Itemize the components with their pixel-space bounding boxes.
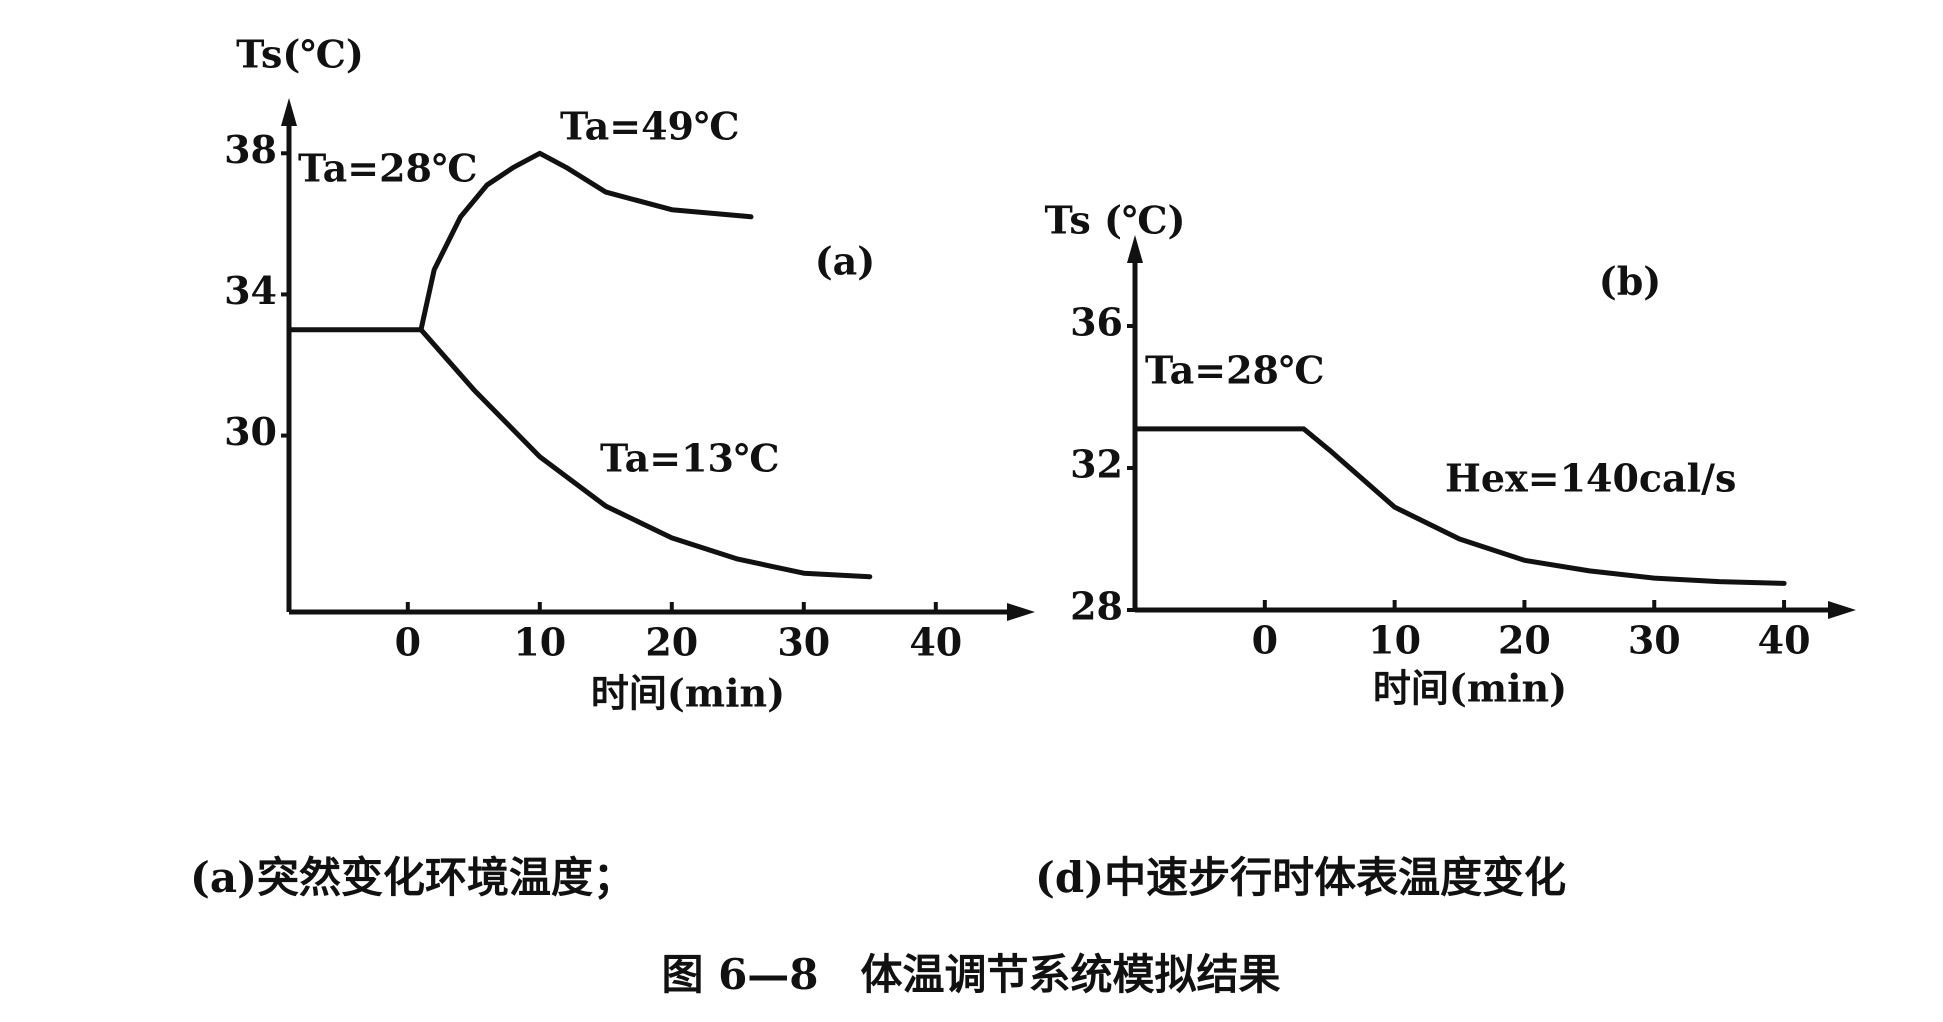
y-arrow	[1127, 235, 1143, 263]
x-arrow	[1007, 603, 1035, 621]
figure-title: 图 6—8 体温调节系统模拟结果	[661, 950, 1280, 999]
x-tick-label: 20	[645, 620, 698, 665]
series-line	[418, 327, 873, 580]
y-tick-label: 28	[1070, 584, 1123, 629]
x-tick-label: 20	[1498, 618, 1551, 663]
annotation: Ta=28℃	[1145, 348, 1325, 393]
caption: (a)突然变化环境温度；	[190, 853, 635, 902]
x-arrow	[1828, 601, 1856, 619]
caption: (d)中速步行时体表温度变化	[1035, 853, 1566, 902]
y-axis-label: Ts(℃)	[236, 32, 364, 77]
x-tick-label: 30	[777, 620, 830, 665]
y-tick-label: 34	[224, 268, 277, 313]
series-label: Ta=13℃	[600, 436, 780, 481]
panel-label: (a)	[815, 239, 876, 284]
x-tick-label: 40	[1758, 618, 1811, 663]
series-label: Hex=140cal/s	[1445, 456, 1736, 501]
x-tick-label: 40	[909, 620, 962, 665]
series-label: Ta=28℃	[298, 146, 478, 191]
y-tick-label: 32	[1070, 442, 1123, 487]
x-axis-label: 时间(min)	[591, 671, 785, 716]
y-tick-label: 36	[1070, 300, 1123, 345]
x-tick-label: 0	[1252, 618, 1278, 663]
series-line	[418, 150, 754, 333]
x-tick-label: 10	[1368, 618, 1421, 663]
y-axis-label: Ts (℃)	[1045, 198, 1186, 243]
series-label: Ta=49℃	[560, 104, 740, 149]
panel-label: (b)	[1599, 259, 1662, 304]
x-tick-label: 30	[1628, 618, 1681, 663]
y-tick-label: 30	[224, 409, 277, 454]
x-axis-label: 时间(min)	[1373, 666, 1567, 711]
y-tick-label: 38	[224, 127, 277, 172]
y-arrow	[281, 98, 297, 126]
x-tick-label: 10	[513, 620, 566, 665]
x-tick-label: 0	[395, 620, 421, 665]
series-line	[1132, 426, 1787, 586]
